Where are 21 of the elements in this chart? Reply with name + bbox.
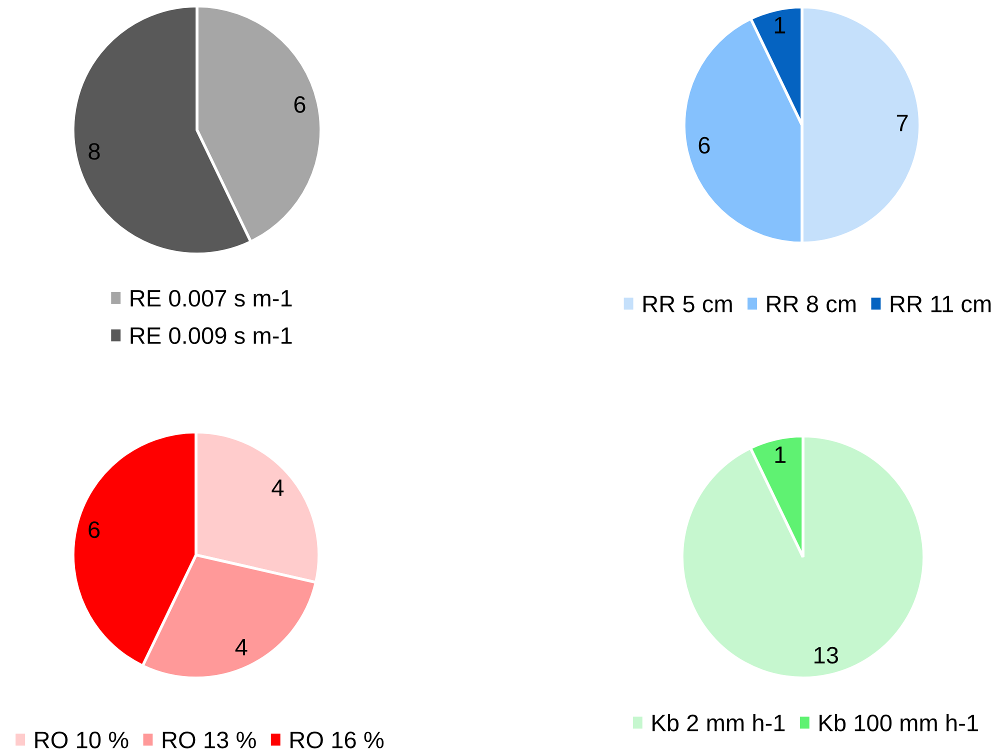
legend-label: RE 0.007 s m-1 (130, 290, 292, 307)
data-label: 1 (775, 446, 786, 463)
data-label: 6 (698, 136, 710, 154)
data-label: 13 (814, 646, 838, 664)
legend-label: RR 11 cm (890, 296, 991, 312)
legend-label: RO 13 % (162, 732, 256, 748)
legend-label: RR 8 cm (767, 296, 856, 312)
pie-slice (680, 434, 926, 680)
data-label: 1 (774, 17, 786, 34)
legend-label: RR 5 cm (643, 296, 732, 312)
data-label: 4 (272, 480, 284, 496)
data-label: 6 (294, 96, 306, 113)
data-label: 7 (896, 114, 908, 132)
legend-label: Kb 2 mm h-1 (652, 714, 785, 732)
data-label: 4 (235, 639, 248, 656)
legend-label: RO 16 % (290, 732, 384, 748)
legend-label: Kb 100 mm h-1 (820, 714, 978, 732)
legend-label: RO 10 % (35, 732, 128, 748)
legend-label: RE 0.009 s m-1 (130, 327, 292, 344)
data-label: 8 (88, 143, 100, 160)
data-label: 6 (88, 521, 100, 538)
